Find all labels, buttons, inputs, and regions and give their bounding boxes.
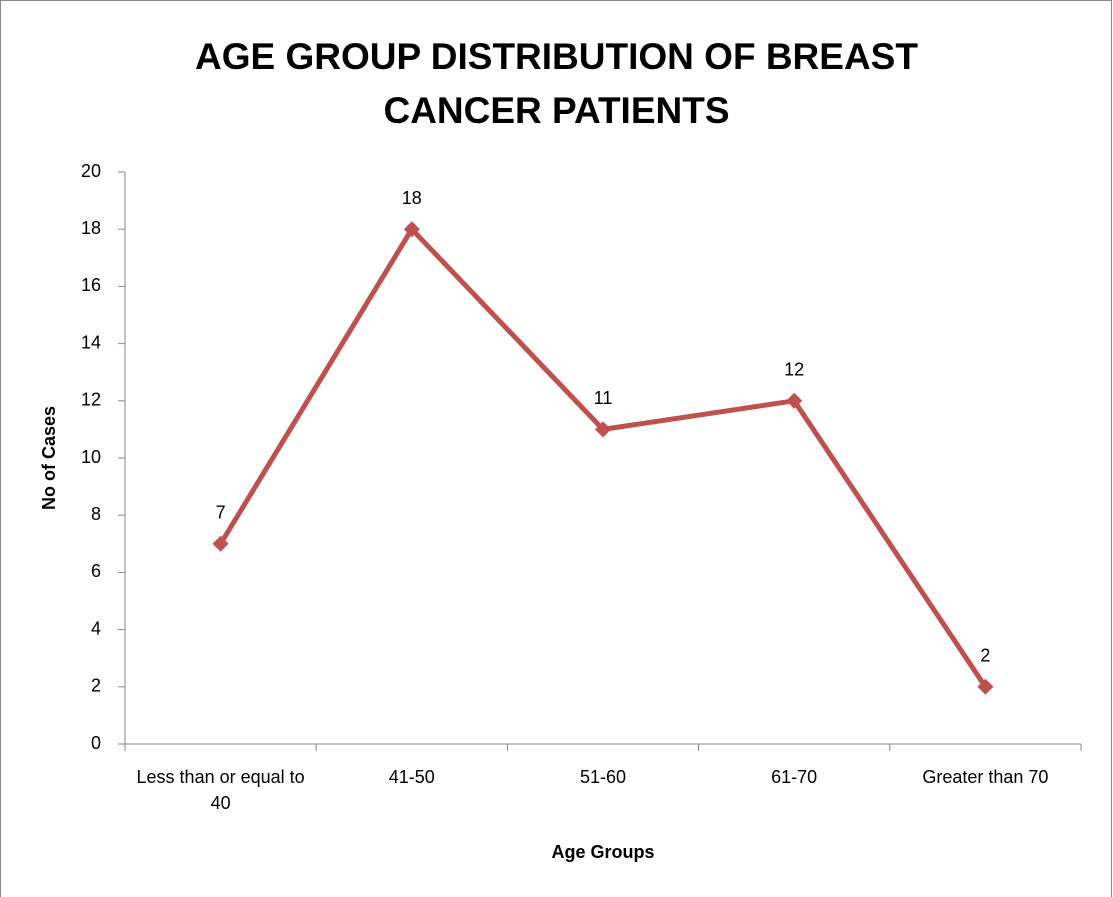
marker — [403, 221, 420, 238]
chart-title: AGE GROUP DISTRIBUTION OF BREAST CANCER … — [195, 36, 918, 131]
y-tick-label: 6 — [91, 561, 101, 581]
marker — [977, 678, 994, 695]
y-tick-label: 20 — [81, 161, 101, 181]
y-tick-label: 0 — [91, 733, 101, 753]
data-label: 2 — [980, 646, 990, 666]
y-tick-label: 14 — [81, 332, 101, 352]
x-tick-label: 61-70 — [771, 767, 818, 787]
y-axis-label: No of Cases — [39, 406, 59, 510]
marker — [595, 421, 611, 438]
x-tick-label: Less than or equal to 40 — [136, 767, 305, 813]
data-label: 11 — [594, 388, 613, 408]
y-tick-label: 4 — [91, 618, 101, 638]
y-tick-label: 2 — [91, 676, 101, 696]
y-tick-label: 8 — [91, 504, 101, 524]
marker — [212, 535, 229, 552]
data-label: 12 — [784, 360, 804, 380]
y-tick-label: 18 — [81, 218, 101, 238]
marker — [786, 392, 803, 409]
line — [218, 226, 988, 689]
x-tick-label: 51-60 — [579, 767, 627, 787]
y-tick-label: 16 — [81, 275, 101, 295]
y-tick-label: 12 — [81, 390, 101, 410]
y-tick-label: 10 — [81, 447, 101, 467]
x-tick-label: 41-50 — [388, 767, 435, 787]
x-axis-label: Age Groups — [551, 842, 654, 862]
data-label: 18 — [402, 188, 422, 208]
x-tick-label: Greater than 70 — [922, 767, 1049, 787]
data-label: 7 — [216, 503, 226, 523]
